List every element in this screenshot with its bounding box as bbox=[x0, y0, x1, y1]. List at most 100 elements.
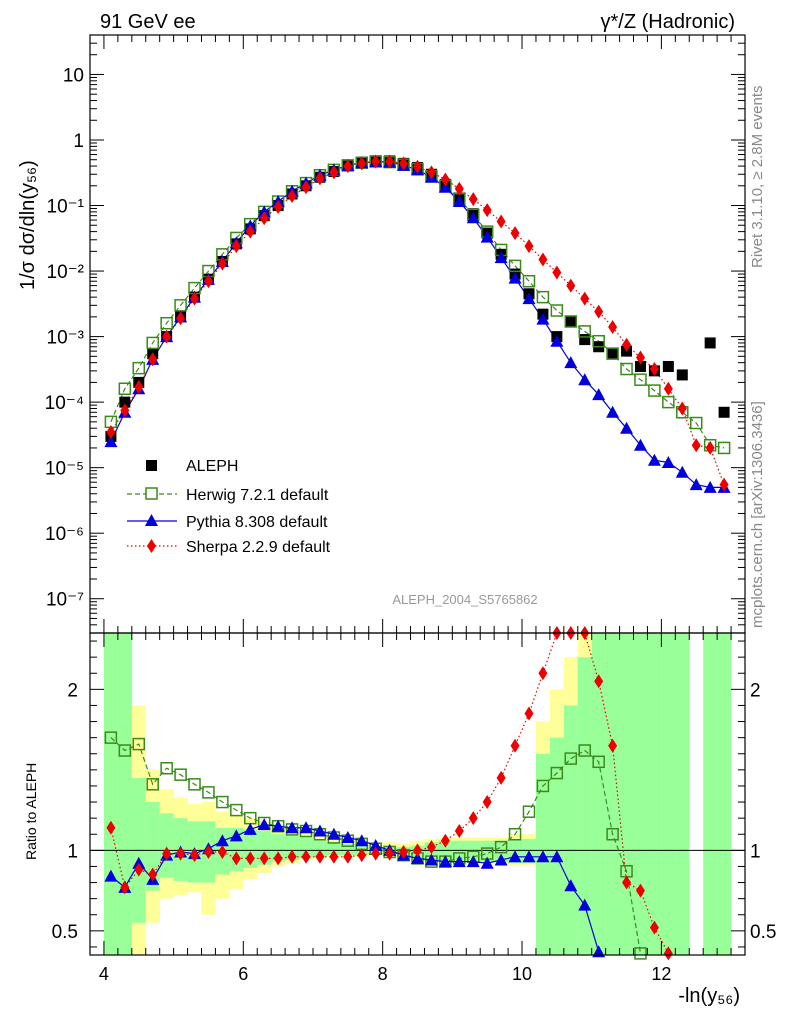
ratio-point-sherpa bbox=[371, 846, 381, 861]
data-point-sherpa bbox=[538, 252, 548, 267]
data-point-sherpa bbox=[231, 239, 241, 254]
data-point-pythia bbox=[452, 195, 466, 208]
ratio-point-pythia bbox=[522, 850, 536, 863]
watermark-label: ALEPH_2004_S5765862 bbox=[392, 592, 537, 607]
ratio-point-pythia bbox=[104, 869, 118, 882]
legend-marker-aleph bbox=[146, 460, 157, 471]
ratio-point-herwig bbox=[202, 786, 215, 799]
ratio-y-tick-label-right: 1 bbox=[750, 841, 761, 862]
ratio-point-sherpa bbox=[468, 811, 478, 826]
ratio-point-sherpa bbox=[649, 920, 659, 935]
data-point-sherpa bbox=[566, 278, 576, 293]
ratio-point-sherpa bbox=[287, 849, 297, 864]
y-tick-label: 1 bbox=[73, 131, 84, 152]
ratio-point-sherpa bbox=[259, 851, 269, 866]
ratio-point-sherpa bbox=[176, 846, 186, 861]
data-point-herwig bbox=[634, 373, 647, 386]
legend-marker-herwig bbox=[145, 487, 158, 500]
legend-label-aleph: ALEPH bbox=[186, 458, 238, 475]
ratio-point-pythia bbox=[508, 850, 522, 863]
ratio-point-sherpa bbox=[231, 851, 241, 866]
ratio-band-inner bbox=[103, 633, 119, 955]
ratio-point-sherpa bbox=[357, 848, 367, 863]
data-point-sherpa bbox=[259, 211, 269, 226]
data-point-aleph bbox=[607, 348, 619, 360]
data-point-herwig bbox=[620, 362, 633, 376]
ratio-point-herwig bbox=[174, 768, 187, 781]
data-point-pythia bbox=[536, 312, 550, 325]
ratio-point-sherpa bbox=[622, 875, 632, 890]
data-point-pythia bbox=[620, 421, 634, 434]
ratio-point-sherpa bbox=[538, 666, 548, 681]
ratio-point-pythia bbox=[494, 853, 508, 866]
data-point-sherpa bbox=[552, 265, 562, 280]
ratio-band-inner bbox=[563, 705, 579, 955]
series-line-herwig bbox=[110, 160, 725, 449]
legend-label-pythia: Pythia 8.308 default bbox=[186, 514, 328, 531]
ratio-point-sherpa bbox=[510, 738, 520, 753]
y-tick-label: 10⁻² bbox=[47, 262, 85, 283]
ratio-point-sherpa bbox=[440, 833, 450, 848]
ratio-point-pythia bbox=[313, 824, 327, 837]
ratio-point-pythia bbox=[257, 818, 271, 831]
data-point-sherpa bbox=[385, 154, 395, 169]
main-panel-data bbox=[104, 154, 731, 493]
data-point-sherpa bbox=[273, 199, 283, 214]
ratio-point-herwig bbox=[578, 744, 591, 757]
legend-entry-herwig: Herwig 7.2.1 default bbox=[127, 487, 329, 504]
ratio-band-inner bbox=[633, 633, 648, 955]
data-point-sherpa bbox=[329, 165, 339, 180]
ratio-point-pythia bbox=[564, 879, 578, 892]
x-tick-label: 6 bbox=[238, 964, 248, 984]
ratio-point-pythia bbox=[215, 834, 229, 847]
data-point-pythia bbox=[104, 435, 118, 448]
data-point-sherpa bbox=[580, 291, 590, 306]
data-point-pythia bbox=[522, 292, 536, 305]
ratio-band-inner bbox=[326, 842, 342, 856]
data-point-herwig bbox=[662, 395, 675, 409]
data-point-pythia bbox=[480, 230, 494, 243]
legend-marker-pythia bbox=[145, 514, 158, 526]
ratio-band-inner bbox=[452, 840, 467, 862]
data-point-sherpa bbox=[176, 311, 186, 326]
data-point-sherpa bbox=[635, 350, 645, 365]
legend-entry-pythia: Pythia 8.308 default bbox=[127, 514, 328, 531]
ratio-point-pythia bbox=[355, 834, 369, 847]
data-point-sherpa bbox=[663, 381, 673, 396]
data-point-sherpa bbox=[677, 401, 687, 416]
ratio-point-sherpa bbox=[496, 770, 506, 785]
y-tick-label: 10⁻¹ bbox=[47, 197, 85, 218]
right-title: γ*/Z (Hadronic) bbox=[601, 11, 735, 33]
ratio-point-pythia bbox=[369, 839, 383, 852]
ratio-point-herwig bbox=[634, 947, 647, 960]
ratio-point-sherpa bbox=[273, 851, 283, 866]
data-point-sherpa bbox=[454, 181, 464, 196]
data-point-aleph bbox=[718, 406, 730, 418]
ratio-y-axis-label: Ratio to ALEPH bbox=[23, 763, 39, 860]
ratio-band-inner bbox=[257, 831, 272, 865]
ratio-point-sherpa bbox=[635, 883, 645, 898]
ratio-point-pythia bbox=[592, 945, 606, 958]
left-title: 91 GeV ee bbox=[100, 11, 196, 33]
ratio-point-sherpa bbox=[134, 862, 144, 877]
ratio-point-herwig bbox=[522, 805, 536, 818]
data-point-sherpa bbox=[608, 320, 618, 335]
ratio-y-tick-label: 0.5 bbox=[52, 922, 78, 943]
ratio-band-inner bbox=[549, 737, 565, 955]
ratio-point-herwig bbox=[104, 731, 118, 744]
data-point-sherpa bbox=[482, 203, 492, 218]
ratio-point-pythia bbox=[243, 822, 257, 835]
data-point-herwig bbox=[146, 336, 159, 350]
x-tick-label: 4 bbox=[99, 964, 109, 984]
legend-entry-sherpa: Sherpa 2.2.9 default bbox=[127, 539, 331, 556]
data-point-sherpa bbox=[245, 224, 255, 239]
data-point-herwig bbox=[522, 274, 536, 288]
data-point-sherpa bbox=[371, 154, 381, 169]
data-point-pythia bbox=[564, 356, 578, 369]
ratio-band-inner bbox=[647, 633, 662, 955]
data-point-sherpa bbox=[343, 159, 353, 174]
data-point-herwig bbox=[536, 290, 550, 304]
ratio-point-sherpa bbox=[343, 849, 353, 864]
data-point-sherpa bbox=[148, 352, 158, 367]
ratio-point-sherpa bbox=[203, 844, 213, 859]
